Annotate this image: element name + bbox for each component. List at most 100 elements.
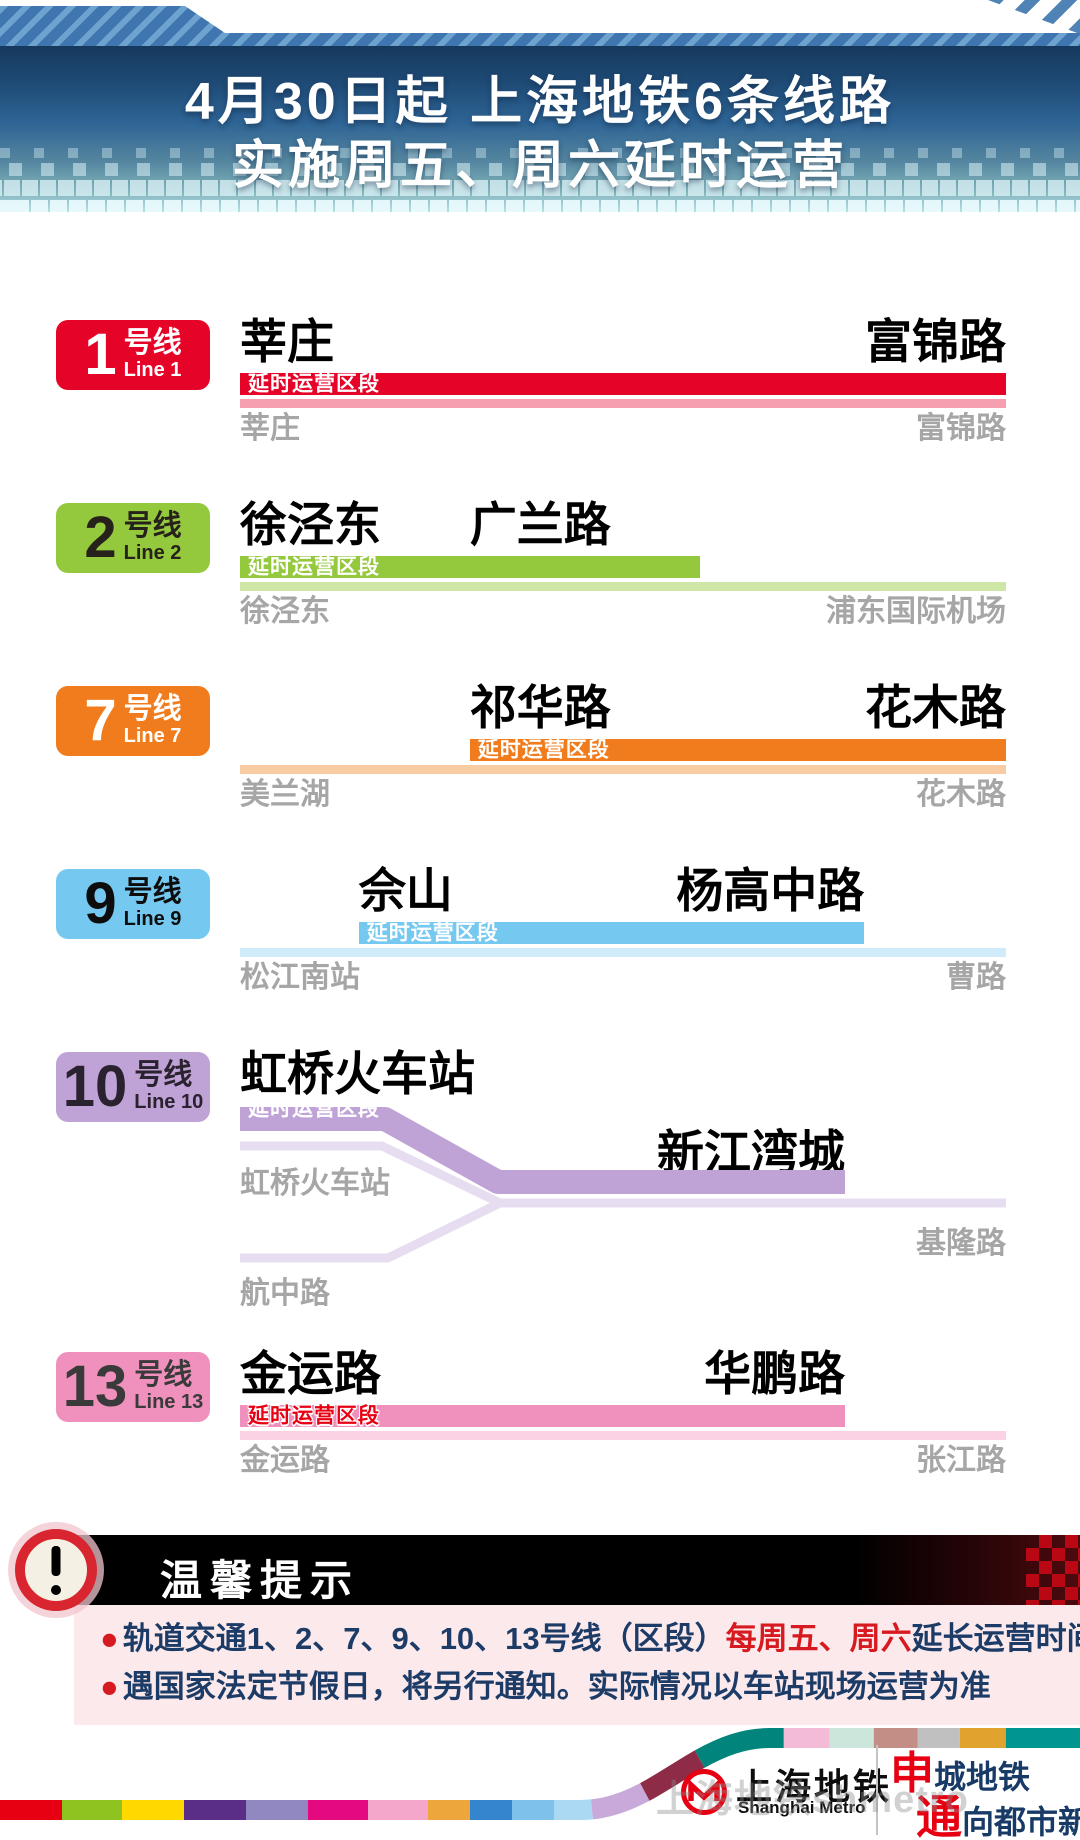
line-7-badge: 7 号线 Line 7 bbox=[56, 686, 210, 756]
ext-from-station: 徐泾东 bbox=[240, 498, 381, 551]
line-9-track: 延时运营区段 bbox=[240, 922, 1006, 944]
line-10-full-line-lower-branch bbox=[240, 1198, 1006, 1263]
bullet-dot: ● bbox=[100, 1621, 119, 1656]
line-number: 9 bbox=[84, 871, 117, 937]
full-from-station: 莘庄 bbox=[240, 412, 300, 445]
line-name-en: Line 10 bbox=[134, 1090, 204, 1113]
line-name-en: Line 13 bbox=[134, 1390, 204, 1413]
line-number: 13 bbox=[62, 1354, 128, 1420]
line-1-badge: 1 号线 Line 1 bbox=[56, 320, 210, 390]
line-suffix: 号线 bbox=[123, 876, 182, 909]
line-9-section: 9 号线 Line 9 佘山 杨高中路 延时运营区段 松江南站 曹路 bbox=[0, 864, 1080, 1004]
metro-logo-name-en: Shanghai Metro bbox=[738, 1798, 866, 1817]
line-1-section: 1 号线 Line 1 莘庄 富锦路 延时运营区段 莘庄 富锦路 bbox=[0, 315, 1080, 455]
extended-segment-bar: 延时运营区段 bbox=[469, 738, 1006, 762]
slogan-rest: 向都市新生活 bbox=[962, 1804, 1080, 1840]
extended-segment-bar: 延时运营区段 bbox=[240, 556, 700, 578]
line-number: 10 bbox=[62, 1054, 128, 1120]
footer-divider bbox=[876, 1745, 878, 1835]
line-9-badge: 9 号线 Line 9 bbox=[56, 869, 210, 939]
line-name-en: Line 2 bbox=[123, 541, 182, 564]
full-line-bar bbox=[240, 765, 1006, 774]
bullet-1-text: 轨道交通1、2、7、9、10、13号线（区段） bbox=[122, 1621, 726, 1656]
ext-from-station: 虹桥火车站 bbox=[240, 1047, 475, 1100]
metro-logo-name-cn: 上海地铁 bbox=[736, 1766, 893, 1807]
full-to-station: 浦东国际机场 bbox=[826, 595, 1006, 628]
ext-to-station: 富锦路 bbox=[865, 315, 1006, 368]
slogan-emphasis: 通 bbox=[916, 1791, 962, 1840]
full-line-bar bbox=[240, 948, 1006, 957]
line-number: 7 bbox=[84, 688, 117, 754]
full-from-station: 美兰湖 bbox=[240, 778, 330, 811]
full-to-station: 花木路 bbox=[916, 778, 1006, 811]
line-7-section: 7 号线 Line 7 祁华路 花木路 延时运营区段 美兰湖 花木路 bbox=[0, 681, 1080, 821]
footer-slogan-line1: 申城地铁 bbox=[890, 1752, 1030, 1796]
full-to-station: 曹路 bbox=[946, 961, 1006, 994]
header-checker-row bbox=[0, 200, 1080, 212]
notice-title: 温馨提示 bbox=[160, 1557, 361, 1604]
extended-segment-bar: 延时运营区段 bbox=[240, 373, 1006, 395]
full-line-bar bbox=[240, 1431, 1006, 1440]
segment-label: 延时运营区段 bbox=[248, 555, 380, 579]
slogan-rest: 城地铁 bbox=[934, 1759, 1031, 1795]
footer-slogan-line2: 通向都市新生活 bbox=[916, 1794, 1080, 1840]
line-1-track: 延时运营区段 bbox=[240, 373, 1006, 395]
line-10-branch-diagram bbox=[240, 1107, 1006, 1263]
extended-segment-bar: 延时运营区段 bbox=[358, 921, 865, 945]
line-suffix: 号线 bbox=[134, 1059, 193, 1092]
full-from-station: 虹桥火车站 bbox=[240, 1167, 390, 1200]
line-suffix: 号线 bbox=[134, 1359, 193, 1392]
line-10-section: 10 号线 Line 10 虹桥火车站 新江湾城 延时运营区段 虹桥火车站 基隆… bbox=[0, 1047, 1080, 1352]
segment-label: 延时运营区段 bbox=[477, 738, 610, 762]
bullet-dot: ● bbox=[100, 1669, 119, 1704]
line-number: 2 bbox=[84, 505, 117, 571]
full-line-bar bbox=[240, 399, 1006, 408]
segment-label: 延时运营区段 bbox=[248, 1097, 380, 1121]
line-suffix: 号线 bbox=[123, 693, 182, 726]
branch-main-end-station: 基隆路 bbox=[916, 1227, 1006, 1260]
line-2-badge: 2 号线 Line 2 bbox=[56, 503, 210, 573]
bullet-2-text: 遇国家法定节假日，将另行通知。实际情况以车站现场运营为准 bbox=[122, 1669, 991, 1704]
line-7-track: 延时运营区段 bbox=[240, 739, 1006, 761]
line-10-full-line-upper-branch bbox=[240, 1141, 502, 1208]
ext-to-station: 杨高中路 bbox=[676, 864, 865, 917]
ext-from-station: 佘山 bbox=[358, 864, 453, 917]
poster-title-line1: 4月30日起 上海地铁6条线路 bbox=[184, 73, 896, 131]
ext-from-station: 祁华路 bbox=[469, 681, 611, 734]
line-13-section: 13 号线 Line 13 金运路 华鹏路 延时运营区段 金运路 张江路 bbox=[0, 1347, 1080, 1487]
segment-label: 延时运营区段 bbox=[366, 921, 499, 945]
line-2-track: 延时运营区段 bbox=[240, 556, 1006, 578]
header-corner-stripes bbox=[988, 0, 1080, 34]
line-2-section: 2 号线 Line 2 徐泾东 广兰路 延时运营区段 徐泾东 浦东国际机场 bbox=[0, 498, 1080, 638]
notice-bullet-1: ●轨道交通1、2、7、9、10、13号线（区段）每周五、周六延长运营时间。 bbox=[100, 1623, 1080, 1654]
ext-from-station: 金运路 bbox=[240, 1347, 381, 1400]
header-checker-row bbox=[0, 148, 1080, 158]
line-name-en: Line 7 bbox=[123, 724, 182, 747]
full-to-station: 富锦路 bbox=[916, 412, 1006, 445]
line-13-badge: 13 号线 Line 13 bbox=[56, 1352, 210, 1422]
line-number: 1 bbox=[84, 322, 117, 388]
bullet-1-emphasis: 每周五、周六 bbox=[725, 1621, 912, 1656]
header-checker-row bbox=[0, 163, 1080, 176]
line-10-extended-segment-bar bbox=[240, 1107, 845, 1194]
red-checker-decoration bbox=[1026, 1535, 1080, 1605]
bullet-1-suffix: 延长运营时间。 bbox=[911, 1621, 1080, 1656]
notice-bullet-2: ● 遇国家法定节假日，将另行通知。实际情况以车站现场运营为准 bbox=[100, 1671, 991, 1702]
full-from-station: 徐泾东 bbox=[240, 595, 330, 628]
line-suffix: 号线 bbox=[123, 327, 182, 360]
full-from-station: 金运路 bbox=[240, 1444, 330, 1477]
branch-second-start-station: 航中路 bbox=[240, 1277, 330, 1310]
full-from-station: 松江南站 bbox=[240, 961, 360, 994]
ext-to-station: 广兰路 bbox=[469, 498, 611, 551]
ext-to-station: 花木路 bbox=[865, 681, 1006, 734]
header-checker-row bbox=[0, 180, 1080, 196]
extended-segment-bar: 延时运营区段 bbox=[240, 1405, 846, 1427]
ext-to-station: 华鹏路 bbox=[704, 1347, 846, 1400]
line-name-en: Line 9 bbox=[123, 907, 182, 930]
shanghai-metro-logo-icon bbox=[681, 1769, 727, 1815]
watermark-text: 上海地铁shmetro bbox=[656, 1779, 969, 1821]
slogan-emphasis: 申 bbox=[890, 1749, 934, 1798]
line-13-track: 延时运营区段 bbox=[240, 1405, 1006, 1427]
line-10-badge: 10 号线 Line 10 bbox=[56, 1052, 210, 1122]
